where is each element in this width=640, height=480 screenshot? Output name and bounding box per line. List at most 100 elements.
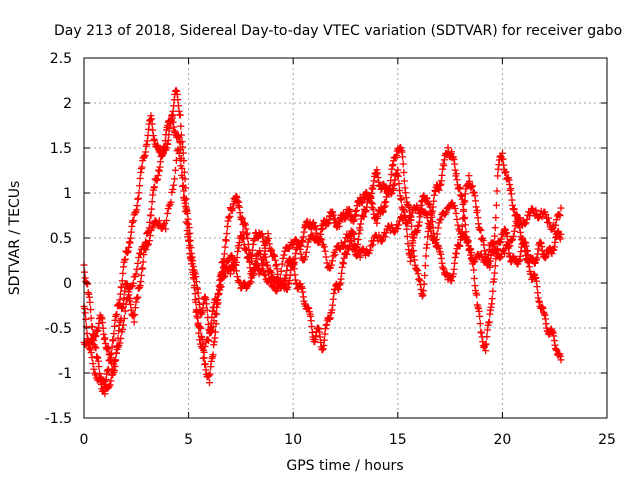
data-point	[174, 145, 182, 153]
data-point	[106, 381, 114, 389]
data-point	[221, 243, 229, 251]
data-point	[147, 212, 155, 220]
data-point	[461, 214, 469, 222]
data-point	[119, 269, 127, 277]
data-point	[201, 360, 209, 368]
data-point	[205, 337, 213, 345]
data-point	[207, 328, 215, 336]
data-point	[174, 96, 182, 104]
data-point	[470, 266, 478, 274]
data-point	[110, 322, 118, 330]
data-point	[320, 336, 328, 344]
data-point	[555, 211, 563, 219]
y-axis-label: SDTVAR / TECUs	[7, 181, 23, 296]
data-point	[277, 267, 285, 275]
y-tick-label: 1	[63, 186, 72, 202]
y-tick-label: 2	[63, 96, 72, 112]
data-point	[127, 234, 135, 242]
data-point	[437, 215, 445, 223]
data-point	[301, 253, 309, 261]
data-point	[119, 325, 127, 333]
data-point	[413, 202, 421, 210]
data-points	[80, 86, 565, 398]
data-point	[177, 162, 185, 170]
data-point	[252, 255, 260, 263]
data-point	[99, 324, 107, 332]
data-point	[201, 342, 209, 350]
data-point	[87, 314, 95, 322]
data-point	[135, 254, 143, 262]
data-point	[465, 242, 473, 250]
y-tick-label: 0	[63, 276, 72, 292]
data-point	[87, 306, 95, 314]
data-point	[145, 240, 153, 248]
x-tick-label: 20	[493, 432, 511, 448]
data-point	[320, 243, 328, 251]
data-point	[421, 262, 429, 270]
data-point	[214, 290, 222, 298]
data-point	[422, 252, 430, 260]
data-point	[356, 253, 364, 261]
data-point	[506, 180, 514, 188]
data-point	[105, 382, 113, 390]
data-point	[232, 267, 240, 275]
data-point	[329, 301, 337, 309]
data-point	[492, 214, 500, 222]
data-point	[341, 238, 349, 246]
data-point	[483, 254, 491, 262]
data-point	[533, 283, 541, 291]
data-point	[400, 168, 408, 176]
data-point	[177, 122, 185, 130]
data-point	[490, 275, 498, 283]
data-point	[222, 269, 230, 277]
data-point	[138, 163, 146, 171]
data-point	[111, 356, 119, 364]
data-point	[525, 257, 533, 265]
data-point	[510, 227, 518, 235]
data-point	[151, 183, 159, 191]
data-point	[191, 296, 199, 304]
data-point	[339, 243, 347, 251]
data-point	[360, 213, 368, 221]
data-point	[182, 218, 190, 226]
data-point	[394, 225, 402, 233]
data-point	[430, 197, 438, 205]
data-point	[460, 206, 468, 214]
data-point	[489, 287, 497, 295]
data-point	[522, 219, 530, 227]
data-point	[170, 181, 178, 189]
data-point	[350, 242, 358, 250]
data-point	[206, 370, 214, 378]
data-point	[243, 246, 251, 254]
data-point	[165, 131, 173, 139]
data-point	[502, 168, 510, 176]
data-point	[438, 171, 446, 179]
data-point	[125, 288, 133, 296]
data-point	[274, 285, 282, 293]
data-point	[460, 232, 468, 240]
y-tick-label: 2.5	[50, 51, 72, 67]
data-point	[258, 262, 266, 270]
data-point	[432, 236, 440, 244]
data-point	[403, 225, 411, 233]
data-point	[399, 153, 407, 161]
data-point	[250, 264, 258, 272]
data-point	[135, 189, 143, 197]
data-point	[196, 336, 204, 344]
data-point	[450, 265, 458, 273]
data-point	[136, 182, 144, 190]
data-point	[145, 237, 153, 245]
data-point	[224, 257, 232, 265]
data-point	[297, 250, 305, 258]
data-point	[112, 349, 120, 357]
data-point	[480, 241, 488, 249]
data-point	[395, 221, 403, 229]
data-point	[466, 251, 474, 259]
data-point	[470, 274, 478, 282]
series-trace-c	[80, 145, 565, 392]
data-point	[132, 270, 140, 278]
data-point	[209, 323, 217, 331]
data-point	[130, 217, 138, 225]
y-tick-label: -1	[58, 366, 72, 382]
data-point	[176, 139, 184, 147]
